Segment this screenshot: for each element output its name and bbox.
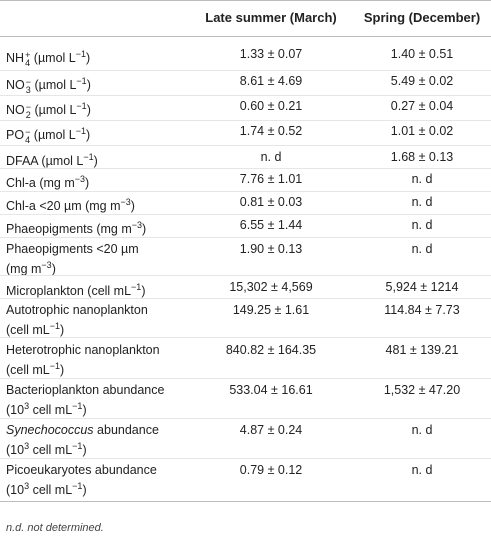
cell-late-summer: 1.33 ± 0.07 (239, 47, 303, 61)
cell-late-summer: 0.81 ± 0.03 (239, 195, 303, 209)
cell-late-summer: 0.79 ± 0.12 (239, 463, 303, 477)
cell-late-summer: 1.74 ± 0.52 (239, 124, 303, 138)
cell-spring: n. d (411, 463, 433, 477)
cell-late-summer: 15,302 ± 4,569 (229, 280, 313, 294)
cell-late-summer: 7.76 ± 1.01 (239, 172, 303, 186)
cell-late-summer: 4.87 ± 0.24 (239, 423, 303, 437)
cell-spring: n. d (411, 242, 433, 256)
row-label: NO −2 (µmol L−1) (6, 101, 91, 120)
cell-late-summer: n. d (260, 150, 282, 164)
row-label: Picoeukaryotes abundance (103 cell mL−1) (6, 463, 157, 498)
cell-spring: n. d (411, 423, 433, 437)
row-label: DFAA (µmol L−1) (6, 152, 98, 169)
cell-late-summer: 533.04 ± 16.61 (229, 383, 313, 397)
row-label: NH +4 (µmol L−1) (6, 49, 91, 68)
cell-spring: 1,532 ± 47.20 (383, 383, 461, 397)
row-label: Microplankton (cell mL−1) (6, 282, 146, 299)
cell-spring: 1.40 ± 0.51 (390, 47, 454, 61)
row-label: PO −4 (µmol L−1) (6, 126, 91, 145)
cell-late-summer: 6.55 ± 1.44 (239, 218, 303, 232)
cell-late-summer: 0.60 ± 0.21 (239, 99, 303, 113)
header-bottom-rule (0, 36, 491, 37)
column-header-late-summer: Late summer (March) (205, 10, 337, 25)
cell-spring: 1.01 ± 0.02 (390, 124, 454, 138)
cell-spring: 114.84 ± 7.73 (384, 303, 460, 317)
cell-spring: n. d (411, 172, 433, 186)
cell-late-summer: 149.25 ± 1.61 (232, 303, 310, 317)
row-label: Phaeopigments <20 µm (mg m−3) (6, 242, 139, 277)
row-label: Heterotrophic nanoplankton (cell mL−1) (6, 343, 160, 378)
table-bottom-rule (0, 501, 491, 502)
cell-spring: 5,924 ± 1214 (385, 280, 459, 294)
cell-spring: 481 ± 139.21 (385, 343, 459, 357)
cell-late-summer: 840.82 ± 164.35 (225, 343, 317, 357)
cell-spring: n. d (411, 195, 433, 209)
cell-spring: 5.49 ± 0.02 (390, 74, 454, 88)
cell-late-summer: 8.61 ± 4.69 (239, 74, 303, 88)
cell-spring: 1.68 ± 0.13 (390, 150, 454, 164)
cell-late-summer: 1.90 ± 0.13 (239, 242, 303, 256)
cell-spring: n. d (411, 218, 433, 232)
row-label: Chl-a <20 µm (mg m−3) (6, 197, 135, 214)
row-label: Phaeopigments (mg m−3) (6, 220, 147, 237)
row-label: NO −3 (µmol L−1) (6, 76, 91, 95)
row-label: Autotrophic nanoplankton (cell mL−1) (6, 303, 148, 338)
table-footnote: n.d. not determined. (6, 522, 104, 534)
column-header-spring: Spring (December) (363, 10, 481, 25)
row-label: Chl-a (mg m−3) (6, 174, 90, 191)
table-top-rule (0, 0, 491, 1)
cell-spring: 0.27 ± 0.04 (390, 99, 454, 113)
row-label: Bacterioplankton abundance (103 cell mL−1… (6, 383, 165, 418)
row-label: Synechococcus abundance (103 cell mL−1) (6, 423, 159, 458)
